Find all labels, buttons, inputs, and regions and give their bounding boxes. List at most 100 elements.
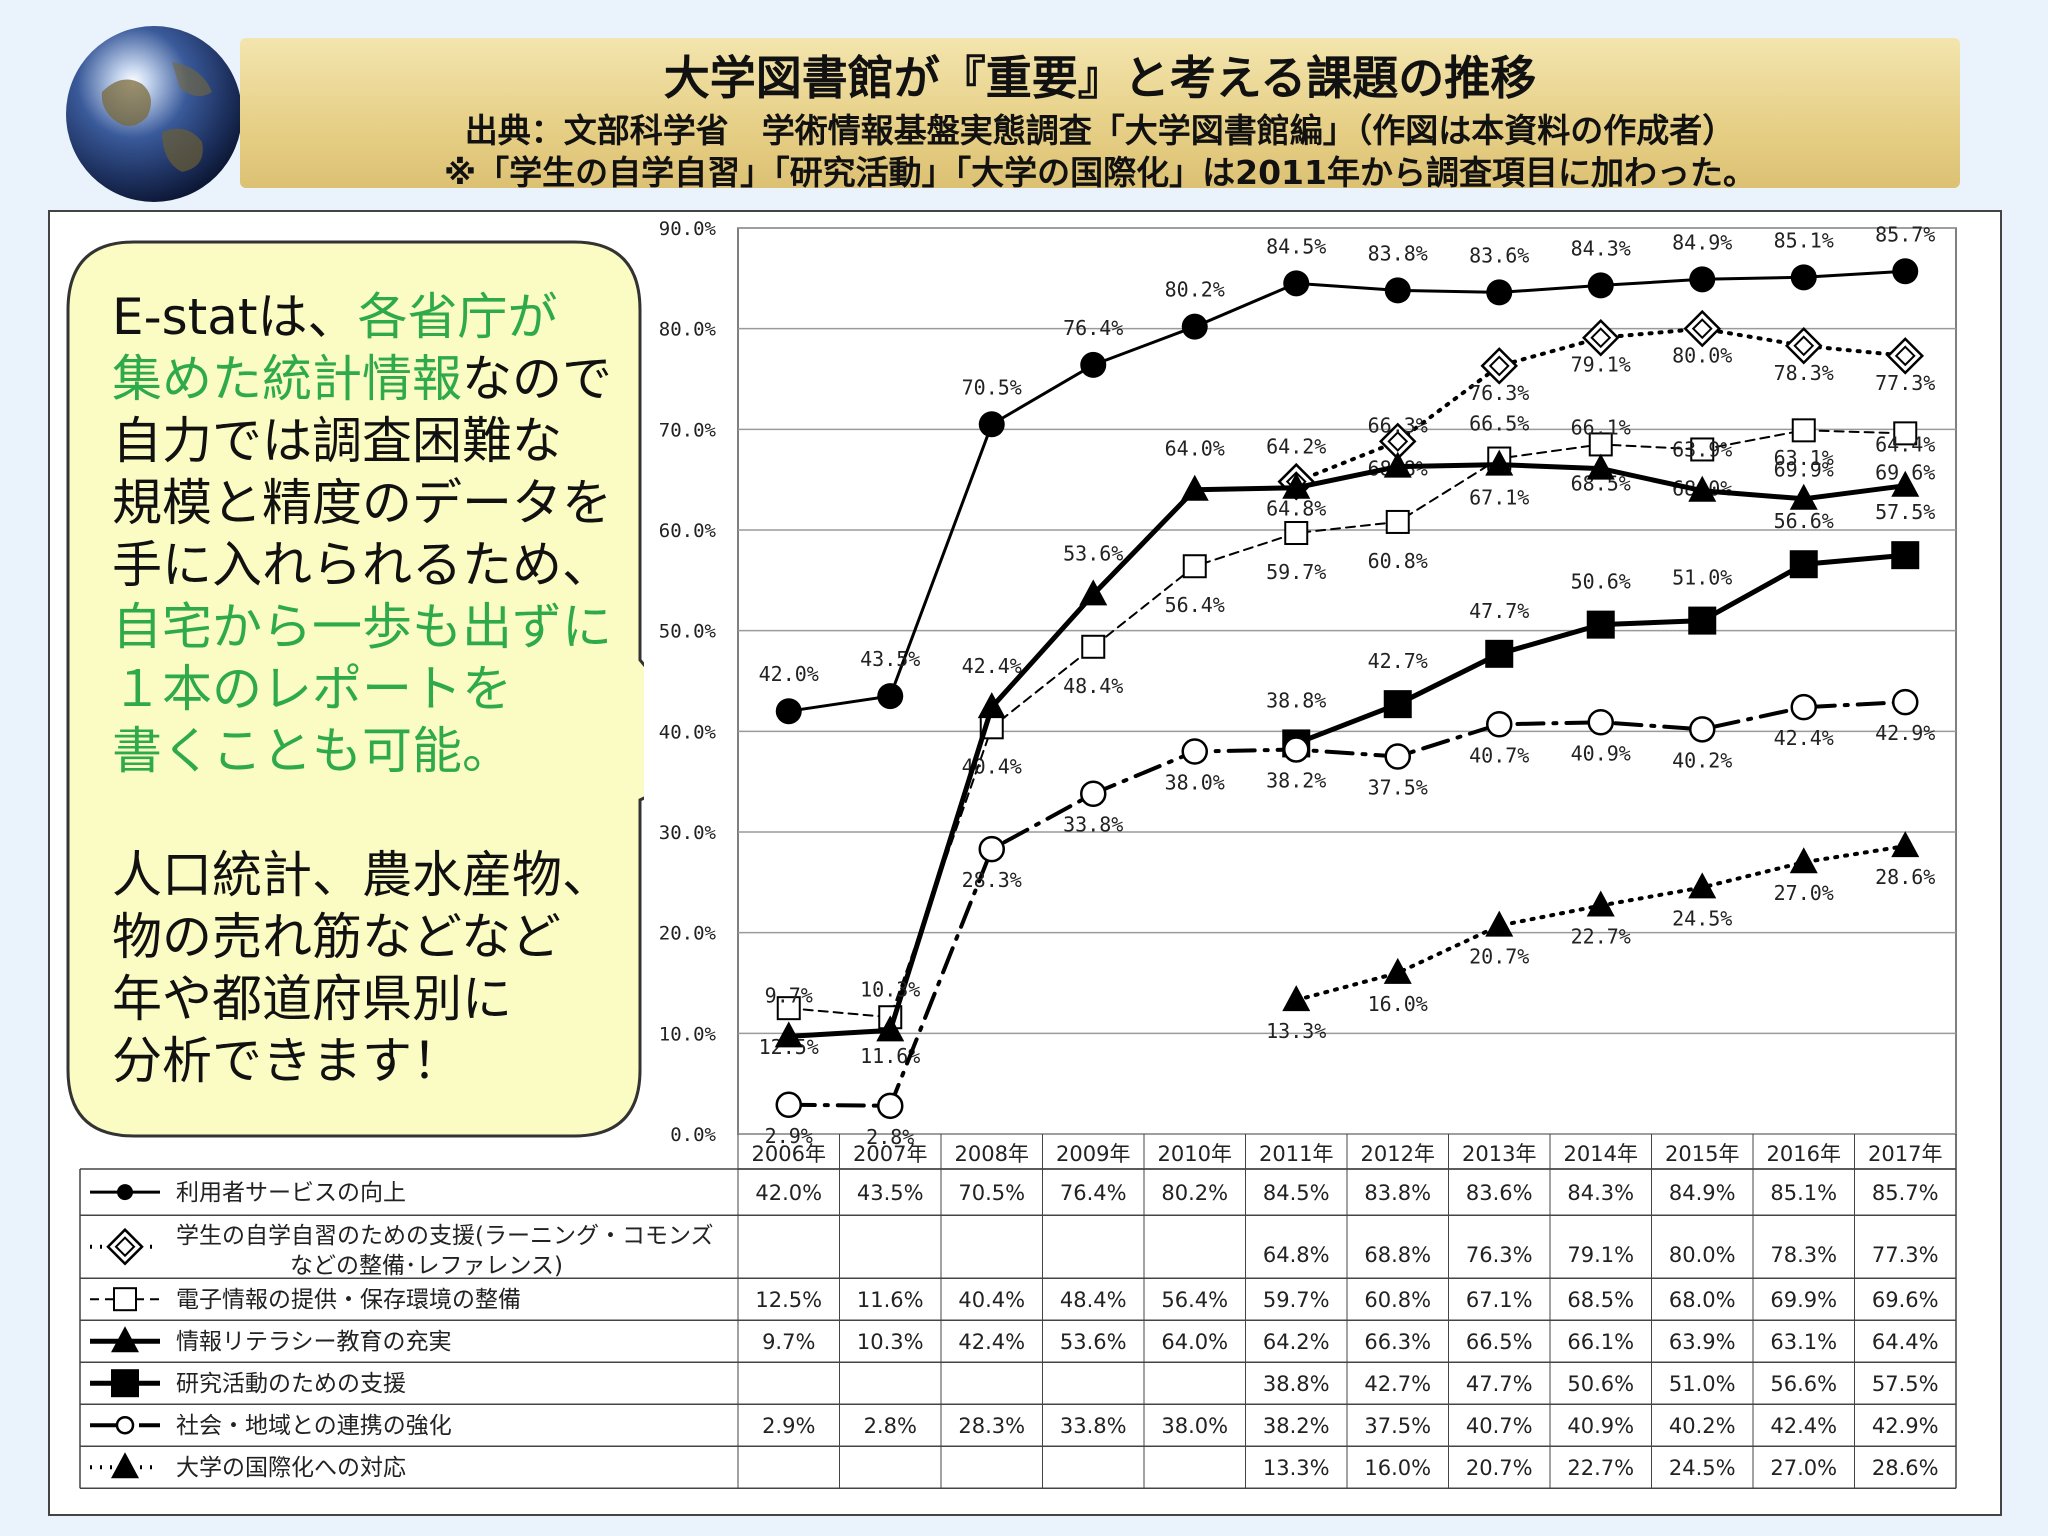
table-cell: 60.8% <box>1364 1288 1431 1312</box>
data-point <box>1789 550 1818 579</box>
data-point <box>877 1092 904 1120</box>
table-cell: 56.6% <box>1770 1372 1837 1396</box>
table-cell: 68.5% <box>1567 1288 1634 1312</box>
data-point <box>1282 472 1311 499</box>
table-cell: 78.3% <box>1770 1243 1837 1267</box>
data-label: 20.7% <box>1469 945 1529 969</box>
data-label: 79.1% <box>1571 353 1631 377</box>
data-label: 27.0% <box>1774 881 1834 905</box>
table-cell: 38.8% <box>1263 1372 1330 1396</box>
table-cell: 42.0% <box>755 1181 822 1205</box>
table-cell: 2.9% <box>762 1414 815 1438</box>
data-label: 80.2% <box>1165 278 1225 302</box>
callout-line: 分析できます！ <box>112 1032 462 1090</box>
data-label: 64.4% <box>1875 433 1935 457</box>
callout-segment: 規模と精度のデータを <box>112 474 612 532</box>
table-cell: 38.2% <box>1263 1414 1330 1438</box>
table-cell: 27.0% <box>1770 1456 1837 1480</box>
table-cell: 16.0% <box>1364 1456 1431 1480</box>
legend-key-marker <box>117 1184 133 1201</box>
x-tick-label: 2014年 <box>1564 1142 1638 1166</box>
data-label: 50.6% <box>1571 570 1631 594</box>
data-point <box>1384 743 1411 770</box>
data-point <box>1891 470 1920 497</box>
y-tick-label: 80.0% <box>659 319 717 341</box>
data-point <box>1894 345 1916 367</box>
callout-line: 自宅から一歩も出ずに <box>112 596 652 658</box>
survey-note: ※「学生の自学自習」「研究活動」「大学の国際化」は2011年から調査項目に加わっ… <box>444 153 1756 192</box>
x-tick-label: 2006年 <box>752 1142 826 1166</box>
callout-segment: なので <box>462 350 612 408</box>
x-tick-label: 2012年 <box>1361 1142 1435 1166</box>
table-cell: 40.4% <box>958 1288 1025 1312</box>
data-point <box>1590 327 1612 349</box>
callout-line: 自力では調査困難な <box>112 410 652 472</box>
series-line <box>787 269 1907 713</box>
y-tick-label: 10.0% <box>659 1023 717 1045</box>
data-point <box>1485 639 1514 668</box>
data-label: 48.4% <box>1063 674 1123 698</box>
table-cell: 51.0% <box>1669 1372 1736 1396</box>
legend-key-marker <box>111 1369 139 1398</box>
table-cell: 59.7% <box>1263 1288 1330 1312</box>
data-label: 38.0% <box>1165 770 1225 794</box>
data-label: 42.4% <box>1774 726 1834 750</box>
data-label: 13.3% <box>1266 1019 1326 1043</box>
data-point <box>1181 738 1208 765</box>
table-cell: 63.9% <box>1669 1330 1736 1354</box>
data-point <box>1182 554 1207 579</box>
table-cell: 42.7% <box>1364 1372 1431 1396</box>
data-point <box>1893 421 1918 446</box>
speech-bubble <box>66 240 644 1138</box>
table-cell: 2.8% <box>864 1414 917 1438</box>
data-label: 42.0% <box>759 662 819 686</box>
x-tick-label: 2010年 <box>1158 1142 1232 1166</box>
legend-key-marker <box>115 1415 135 1435</box>
table-cell: 68.0% <box>1669 1288 1736 1312</box>
data-label: 60.8% <box>1368 549 1428 573</box>
table-cell: 66.5% <box>1466 1330 1533 1354</box>
table-cell: 47.7% <box>1466 1372 1533 1396</box>
table-cell: 69.6% <box>1872 1288 1939 1312</box>
data-point <box>877 683 904 710</box>
table-cell: 83.8% <box>1364 1181 1431 1205</box>
callout-line: 集めた統計情報なので <box>112 348 652 410</box>
y-tick-label: 70.0% <box>659 419 717 441</box>
legend-key-marker <box>111 1452 139 1479</box>
table-cell: 77.3% <box>1872 1243 1939 1267</box>
data-point <box>1080 351 1107 378</box>
data-point <box>1385 509 1410 534</box>
data-label: 85.7% <box>1875 222 1935 246</box>
data-point <box>1181 313 1208 340</box>
data-label: 42.4% <box>962 654 1022 678</box>
x-tick-label: 2007年 <box>853 1142 927 1166</box>
data-label: 33.8% <box>1063 813 1123 837</box>
callout-segment: 各省庁が <box>357 288 558 346</box>
x-tick-label: 2016年 <box>1767 1142 1841 1166</box>
table-cell: 40.2% <box>1669 1414 1736 1438</box>
table-cell: 68.8% <box>1364 1243 1431 1267</box>
table-cell: 64.2% <box>1263 1330 1330 1354</box>
table-cell: 28.6% <box>1872 1456 1939 1480</box>
callout-line: 年や都道府県別に <box>112 970 512 1028</box>
data-label: 69.9% <box>1774 457 1834 481</box>
data-point <box>1283 736 1310 763</box>
data-point <box>1688 872 1717 899</box>
data-label: 38.2% <box>1266 768 1326 792</box>
data-label: 84.5% <box>1266 234 1326 258</box>
data-label: 40.9% <box>1571 741 1631 765</box>
table-cell: 64.4% <box>1872 1330 1939 1354</box>
data-point <box>1791 418 1816 443</box>
data-label: 43.5% <box>860 647 920 671</box>
source-note: 出典：文部科学省 学術情報基盤実態調査「大学図書館編」（作図は本資料の作成者） <box>464 111 1736 150</box>
table-cell: 57.5% <box>1872 1372 1939 1396</box>
data-point <box>1691 318 1713 340</box>
series-line <box>786 700 1908 1108</box>
data-point <box>1587 272 1614 299</box>
data-label: 83.6% <box>1469 243 1529 267</box>
data-point <box>1586 453 1615 480</box>
legend-key-marker <box>111 1326 139 1353</box>
data-label: 53.6% <box>1063 541 1123 565</box>
table-cell: 42.4% <box>958 1330 1025 1354</box>
data-point <box>1790 693 1817 721</box>
